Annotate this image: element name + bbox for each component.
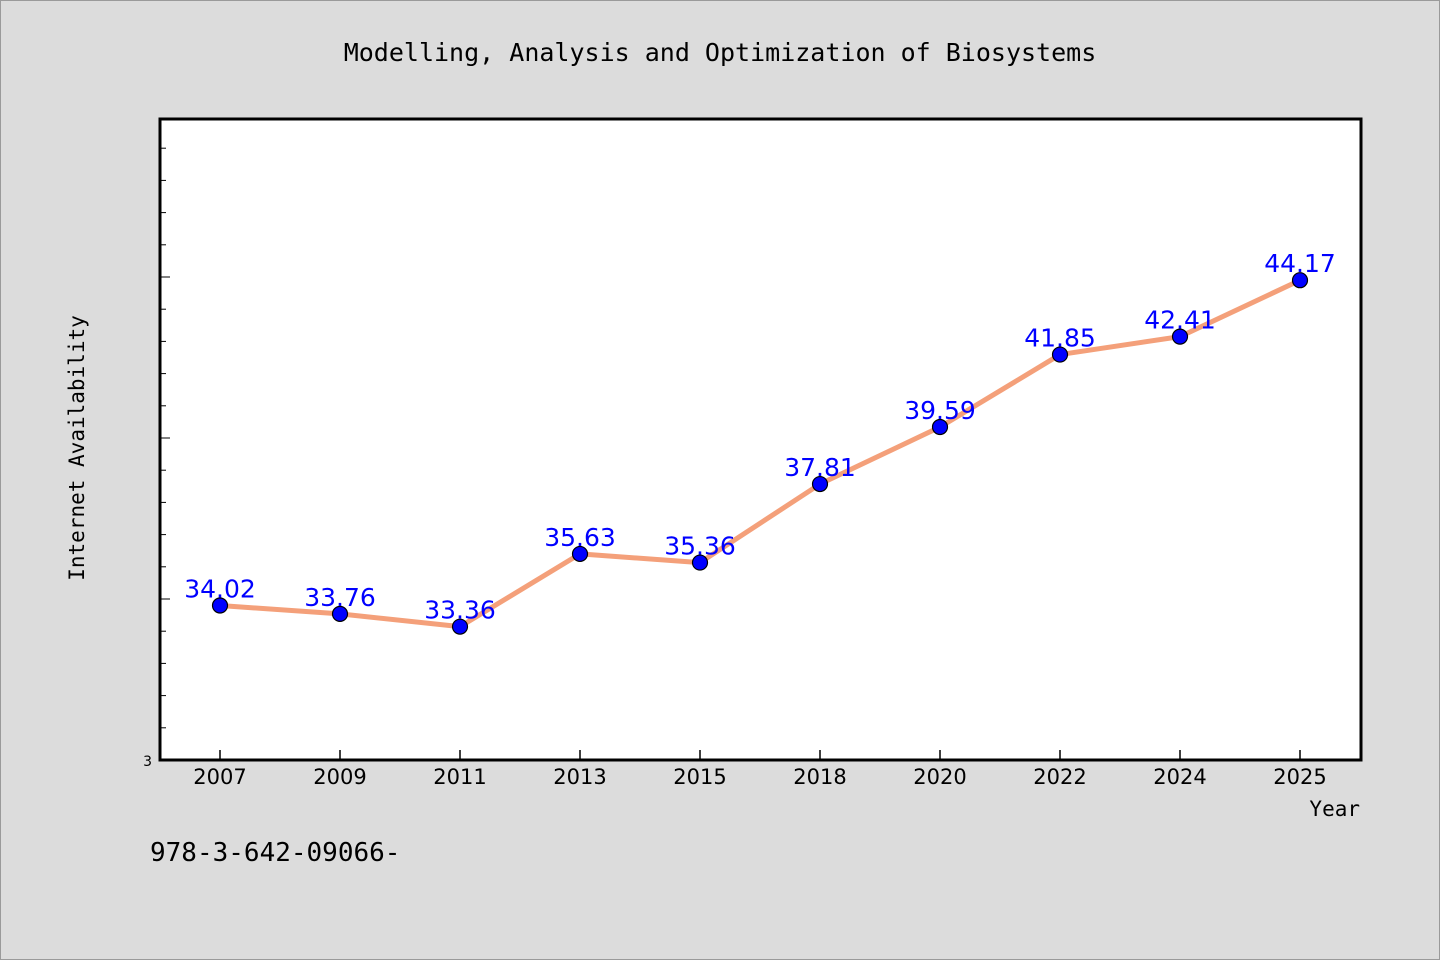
x-tick-label: 2007 [193,765,246,789]
data-label: 33.76 [304,583,376,612]
x-tick-label: 2022 [1033,765,1086,789]
data-point [331,605,349,622]
x-tick-label: 2024 [1153,765,1206,789]
data-point [451,618,469,635]
x-tick-label: 2025 [1273,765,1326,789]
data-label: 39.59 [904,396,976,425]
chart-title: Modelling, Analysis and Optimization of … [344,38,1097,67]
data-label: 34.02 [184,575,256,604]
plot-area [158,117,1363,762]
series-group: 34.02 33.76 33.36 35.63 35.36 37.81 39.59 41.85… [184,249,1336,635]
x-tick-label: 2009 [313,765,366,789]
data-point [571,545,589,563]
x-tick-label: 2018 [793,765,846,789]
x-tick-label: 2015 [673,765,726,789]
x-tick-label: 2020 [913,765,966,789]
data-label: 37.81 [784,453,856,482]
y-tick-label: 3 [143,754,152,770]
series-line [217,277,1303,630]
data-label: 35.36 [664,532,736,561]
data-point [1051,346,1069,363]
data-label: 42.41 [1144,306,1216,335]
data-label: 41.85 [1024,324,1096,353]
footer-isbn-text: 978-3-642-09066- [150,838,400,868]
data-point [1291,272,1309,289]
data-label: 44.17 [1264,249,1336,278]
y-axis-label: Internet Availability [65,315,89,581]
data-point [211,597,229,614]
x-tick-label: 2011 [433,765,486,789]
data-point [1171,328,1189,345]
x-tick-label: 2013 [553,765,606,789]
x-axis-label: Year [1309,797,1360,821]
data-label: 33.36 [424,596,496,625]
y-axis-ticks [160,147,170,729]
data-label: 35.63 [544,523,616,552]
data-point [811,475,829,493]
data-point [931,418,949,436]
x-axis-ticks: 2007 2009 2011 2013 2015 2018 2020 2022 2024 2025 [193,750,1327,789]
data-point [691,554,709,571]
